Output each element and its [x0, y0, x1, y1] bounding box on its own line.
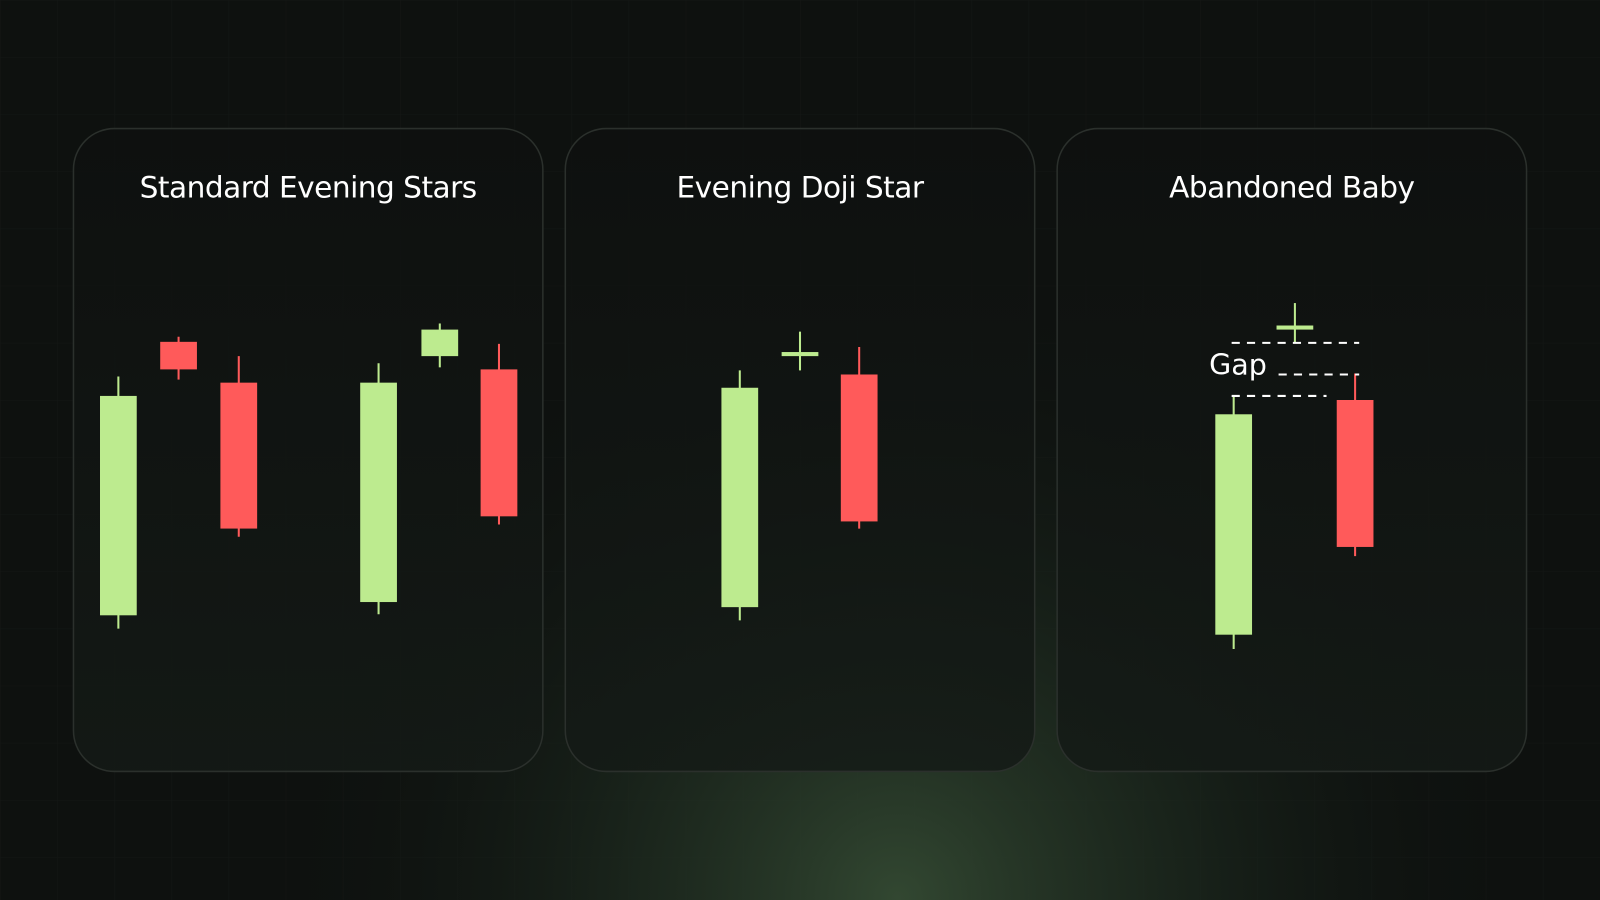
- candles: [721, 331, 878, 621]
- gap-label: Gap: [1209, 347, 1267, 381]
- candles: [1215, 303, 1374, 649]
- candles: [100, 323, 518, 629]
- card: [564, 127, 1036, 773]
- card: [72, 127, 544, 773]
- card: [1056, 127, 1528, 773]
- card-title: Abandoned Baby: [1169, 170, 1414, 204]
- gap-markers: [1231, 341, 1360, 397]
- card-title: Standard Evening Stars: [140, 170, 477, 204]
- card-title: Evening Doji Star: [677, 170, 925, 204]
